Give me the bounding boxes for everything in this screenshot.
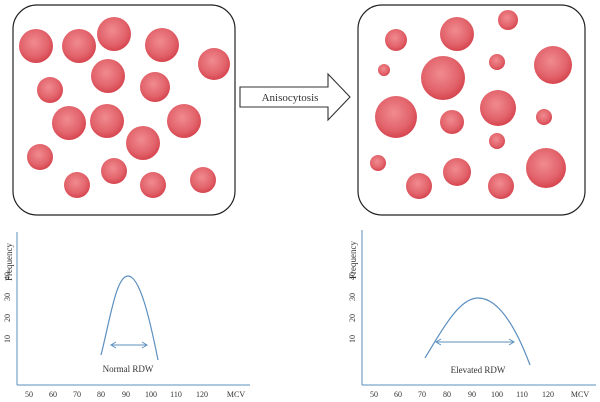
x-tick-60: 60	[394, 390, 402, 399]
normal-cells-group	[19, 17, 230, 198]
red-blood-cell	[91, 59, 125, 93]
red-blood-cell	[488, 173, 514, 199]
x-tick-50: 50	[25, 390, 33, 399]
red-blood-cell	[443, 158, 471, 186]
double-headed-arrow-icon	[435, 338, 515, 346]
y-tick-40: 40	[3, 272, 12, 280]
red-blood-cell	[198, 48, 230, 80]
red-blood-cell	[126, 126, 160, 160]
elevated-rdw-caption: Elevated RDW	[451, 365, 506, 375]
red-blood-cell	[440, 17, 474, 51]
red-blood-cell	[534, 46, 572, 84]
red-blood-cell	[190, 167, 216, 193]
red-blood-cell	[27, 144, 53, 170]
x-tick-100: 100	[145, 390, 157, 399]
red-blood-cell	[90, 104, 124, 138]
x-tick-120: 120	[542, 390, 554, 399]
x-tick-110: 110	[170, 390, 182, 399]
x-tick-90: 90	[468, 390, 476, 399]
y-tick-20: 20	[348, 314, 357, 322]
red-blood-cell	[97, 17, 131, 51]
process-arrow: Anisocytosis	[239, 72, 351, 122]
x-tick-70: 70	[73, 390, 81, 399]
red-blood-cell	[145, 28, 179, 62]
red-blood-cell	[64, 172, 90, 198]
anisocytosis-cells-panel	[357, 4, 586, 216]
x-tick-120: 120	[196, 390, 208, 399]
y-tick-30: 30	[3, 293, 12, 301]
y-tick-30: 30	[348, 293, 357, 301]
red-blood-cell	[489, 54, 505, 70]
x-tick-60: 60	[49, 390, 57, 399]
red-blood-cell	[375, 96, 417, 138]
red-blood-cell	[378, 64, 390, 76]
red-blood-cell	[406, 173, 432, 199]
x-tick-80: 80	[97, 390, 105, 399]
red-blood-cell	[140, 72, 170, 102]
normal-rdw-caption: Normal RDW	[103, 364, 154, 374]
normal-rdw-histogram: Frequency 10 20 30 40 50 60 70 80 90 100…	[3, 232, 250, 399]
red-blood-cell	[167, 104, 201, 138]
x-tick-80: 80	[443, 390, 451, 399]
x-tick-90: 90	[122, 390, 130, 399]
red-blood-cell	[440, 110, 464, 134]
right-block-arrow-icon	[239, 72, 351, 122]
anisocytosis-cells-group	[370, 10, 572, 199]
x-tick-100: 100	[491, 390, 503, 399]
normal-cells-panel	[12, 4, 236, 216]
red-blood-cell	[480, 90, 516, 126]
distribution-curve	[100, 275, 159, 361]
red-blood-cell	[101, 158, 127, 184]
y-tick-40: 40	[348, 272, 357, 280]
x-axis-label: MCV	[227, 390, 245, 399]
y-tick-20: 20	[3, 314, 12, 322]
red-blood-cell	[489, 133, 505, 149]
arrow-label: Anisocytosis	[262, 92, 319, 104]
y-axis-label: Frequency	[4, 243, 14, 281]
x-tick-70: 70	[418, 390, 426, 399]
x-tick-110: 110	[516, 390, 528, 399]
red-blood-cell	[52, 106, 86, 140]
red-blood-cell	[536, 109, 552, 125]
distribution-curve	[424, 297, 531, 366]
red-blood-cell	[140, 172, 166, 198]
red-blood-cell	[385, 29, 407, 51]
x-tick-50: 50	[370, 390, 378, 399]
red-blood-cell	[498, 10, 518, 30]
red-blood-cell	[37, 77, 63, 103]
double-headed-arrow-icon	[110, 341, 148, 349]
red-blood-cell	[19, 29, 53, 63]
red-blood-cell	[370, 155, 386, 171]
y-axis-label: Frequency	[348, 241, 358, 279]
red-blood-cell	[526, 148, 566, 188]
y-tick-10: 10	[3, 335, 12, 343]
y-tick-10: 10	[348, 335, 357, 343]
red-blood-cell	[421, 56, 465, 100]
red-blood-cell	[62, 29, 96, 63]
x-axis-label: MCV	[571, 390, 589, 399]
elevated-rdw-histogram: Frequency 10 20 30 40 50 60 70 80 90 100…	[348, 230, 596, 399]
